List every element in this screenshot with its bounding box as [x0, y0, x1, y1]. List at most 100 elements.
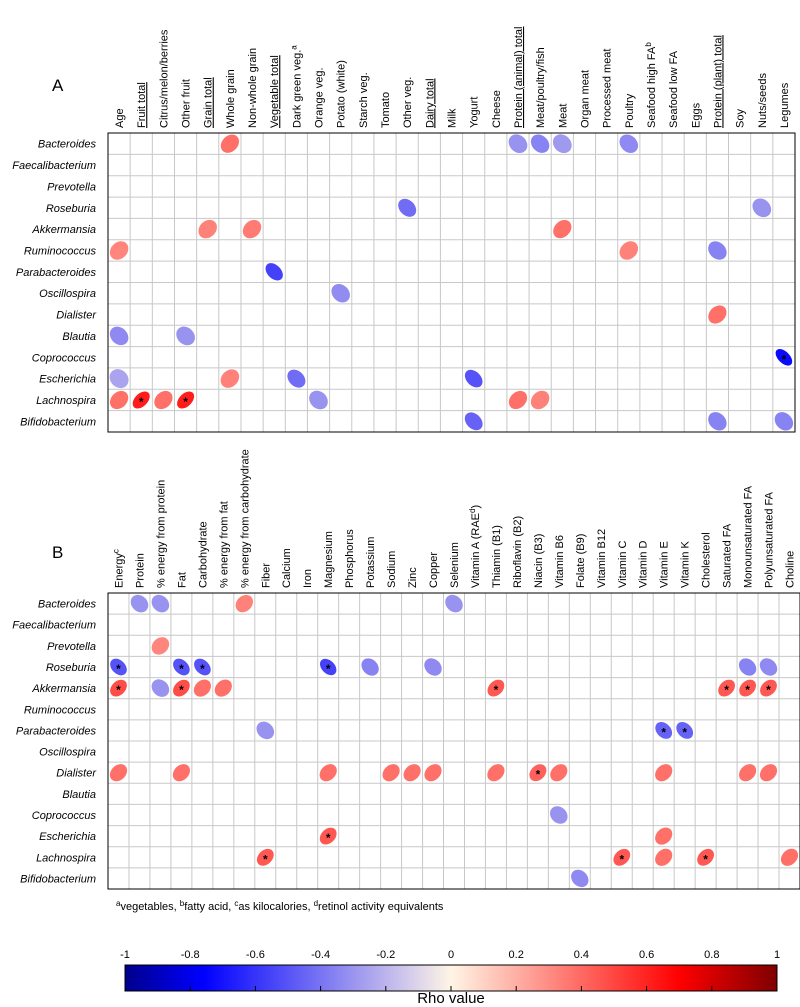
col-label-protein-plant-total: Protein (plant) total — [712, 35, 724, 128]
cell-escherichia-dark-green-veg-a — [287, 369, 306, 388]
col-label-choline: Choline — [785, 551, 797, 588]
significance-marker: * — [745, 683, 750, 697]
cell-roseburia-potassium — [361, 658, 379, 676]
cell-bacteroides-energy-from-carbohydrate — [235, 594, 254, 613]
cell-coprococcus-legumes — [775, 349, 793, 366]
panel-border — [107, 132, 796, 433]
cell-bifidobacterium-folate-b9 — [571, 869, 589, 888]
cell-parabacteroides-fiber — [256, 721, 275, 740]
cell-bacteroides-energy-from-protein — [151, 594, 170, 613]
col-label-grain-total: Grain total — [203, 77, 215, 128]
row-label-roseburia: Roseburia — [46, 203, 96, 215]
row-label-prevotella: Prevotella — [47, 181, 96, 193]
significance-marker: * — [782, 352, 787, 366]
row-label-coprococcus: Coprococcus — [32, 810, 97, 822]
colorbar-tick-label: -0.4 — [311, 949, 330, 961]
col-label-vitamin-b6: Vitamin B6 — [554, 535, 566, 588]
col-label-protein-animal-total: Protein (animal) total — [513, 27, 525, 129]
significance-marker: * — [263, 852, 268, 866]
significance-marker: * — [536, 768, 541, 782]
col-label-thiamin-b1: Thiamin (B1) — [491, 525, 503, 588]
panel-b-label: B — [52, 543, 63, 562]
significance-marker: * — [724, 683, 729, 697]
row-label-bacteroides: Bacteroides — [38, 599, 97, 611]
significance-marker: * — [326, 831, 331, 845]
col-label-copper: Copper — [428, 552, 440, 588]
col-label-vitamin-a-raed: Vitamin A (RAEd) — [468, 505, 482, 588]
cell-akkermansia-thiamin-b1 — [487, 679, 505, 697]
row-label-blautia: Blautia — [62, 789, 96, 801]
row-label-faecalibacterium: Faecalibacterium — [12, 620, 96, 632]
cell-bifidobacterium-legumes — [774, 412, 794, 431]
colorbar-tick-label: -0.6 — [246, 949, 265, 961]
cell-bacteroides-meat — [552, 134, 572, 154]
cell-lachnospira-protein-animal-total — [508, 390, 528, 410]
row-label-ruminococcus: Ruminococcus — [24, 246, 97, 258]
panel-border — [107, 592, 800, 890]
colorbar-tick-label: -1 — [120, 949, 130, 961]
cell-dialister-copper — [424, 764, 442, 782]
col-label-vitamin-b12: Vitamin B12 — [596, 529, 608, 588]
colorbar-tick-label: -0.2 — [376, 949, 395, 961]
cell-escherichia-yogurt — [464, 369, 483, 388]
cell-parabacteroides-vegetable-total — [265, 263, 283, 281]
col-label-calcium: Calcium — [281, 548, 293, 588]
col-label-potato-white: Potato (white) — [336, 60, 348, 128]
col-label-vitamin-k: Vitamin K — [680, 540, 692, 588]
cell-akkermansia-fat — [173, 679, 190, 697]
cell-dialister-protein-plant-total — [708, 305, 727, 324]
col-label-fat: Fat — [176, 572, 188, 588]
col-label-soy: Soy — [735, 109, 747, 128]
col-label-dark-green-veg-a: Dark green veg.a — [289, 45, 303, 128]
cell-bacteroides-selenium — [445, 594, 463, 613]
col-label-sodium: Sodium — [386, 551, 398, 588]
cell-roseburia-monounsaturated-fa — [738, 658, 757, 676]
col-label-saturated-fa: Saturated FA — [722, 523, 734, 588]
significance-marker: * — [116, 683, 121, 697]
cell-escherichia-whole-grain — [220, 369, 240, 388]
significance-marker: * — [200, 662, 205, 676]
significance-marker: * — [766, 683, 771, 697]
colorbar-tick-label: -0.8 — [181, 949, 200, 961]
cell-roseburia-fat — [173, 658, 190, 676]
cell-bacteroides-meat-poultry-fish — [530, 134, 550, 153]
col-label-vitamin-d: Vitamin D — [638, 540, 650, 588]
row-label-coprococcus: Coprococcus — [32, 352, 97, 364]
significance-marker: * — [116, 662, 121, 676]
cell-roseburia-polyunsaturated-fa — [759, 658, 778, 676]
cell-lachnospira-vitamin-e — [655, 848, 673, 866]
row-label-faecalibacterium: Faecalibacterium — [12, 160, 96, 172]
col-label-energy-from-protein: % energy from protein — [155, 480, 167, 588]
colorbar-tick-label: 0.6 — [639, 949, 654, 961]
row-label-parabacteroides: Parabacteroides — [16, 725, 97, 737]
cell-oscillospira-potato-white — [331, 283, 350, 303]
cell-bifidobacterium-protein-plant-total — [708, 412, 727, 431]
cell-lachnospira-fiber — [256, 848, 274, 866]
cell-blautia-age — [109, 326, 129, 346]
col-label-tomato: Tomato — [380, 92, 392, 128]
cell-dialister-magnesium — [319, 764, 337, 782]
cell-escherichia-magnesium — [319, 827, 337, 845]
colorbar-ticks: -1 -0.8 -0.6 -0.4 -0.2 0 0.2 0.4 0.6 0.8 1 — [120, 949, 780, 991]
cell-roseburia-carbohydrate — [194, 658, 211, 676]
significance-marker: * — [682, 725, 687, 739]
cell-akkermansia-grain-total — [198, 219, 217, 239]
cell-dialister-sodium — [382, 764, 400, 782]
col-label-potassium: Potassium — [365, 537, 377, 588]
col-label-vegetable-total: Vegetable total — [269, 55, 281, 128]
row-label-ruminococcus: Ruminococcus — [24, 704, 97, 716]
cell-parabacteroides-vitamin-e — [655, 721, 673, 739]
col-label-dairy-total: Dairy total — [424, 78, 436, 128]
cell-bifidobacterium-yogurt — [464, 412, 483, 431]
col-label-citrus-melon-berries: Citrus/melon/berries — [158, 29, 170, 128]
colorbar-title: Rho value — [417, 990, 485, 1007]
cell-akkermansia-energy-from-fat — [214, 679, 232, 697]
row-label-bacteroides: Bacteroides — [38, 139, 97, 151]
colorbar-tick-label: 0.4 — [574, 949, 589, 961]
col-label-processed-meat: Processed meat — [602, 49, 614, 128]
row-label-dialister: Dialister — [56, 768, 97, 780]
cell-akkermansia-carbohydrate — [193, 679, 211, 697]
cell-coprococcus-vitamin-b6 — [550, 806, 568, 824]
col-label-nuts-seeds: Nuts/seeds — [757, 72, 769, 128]
col-label-protein: Protein — [135, 553, 147, 588]
